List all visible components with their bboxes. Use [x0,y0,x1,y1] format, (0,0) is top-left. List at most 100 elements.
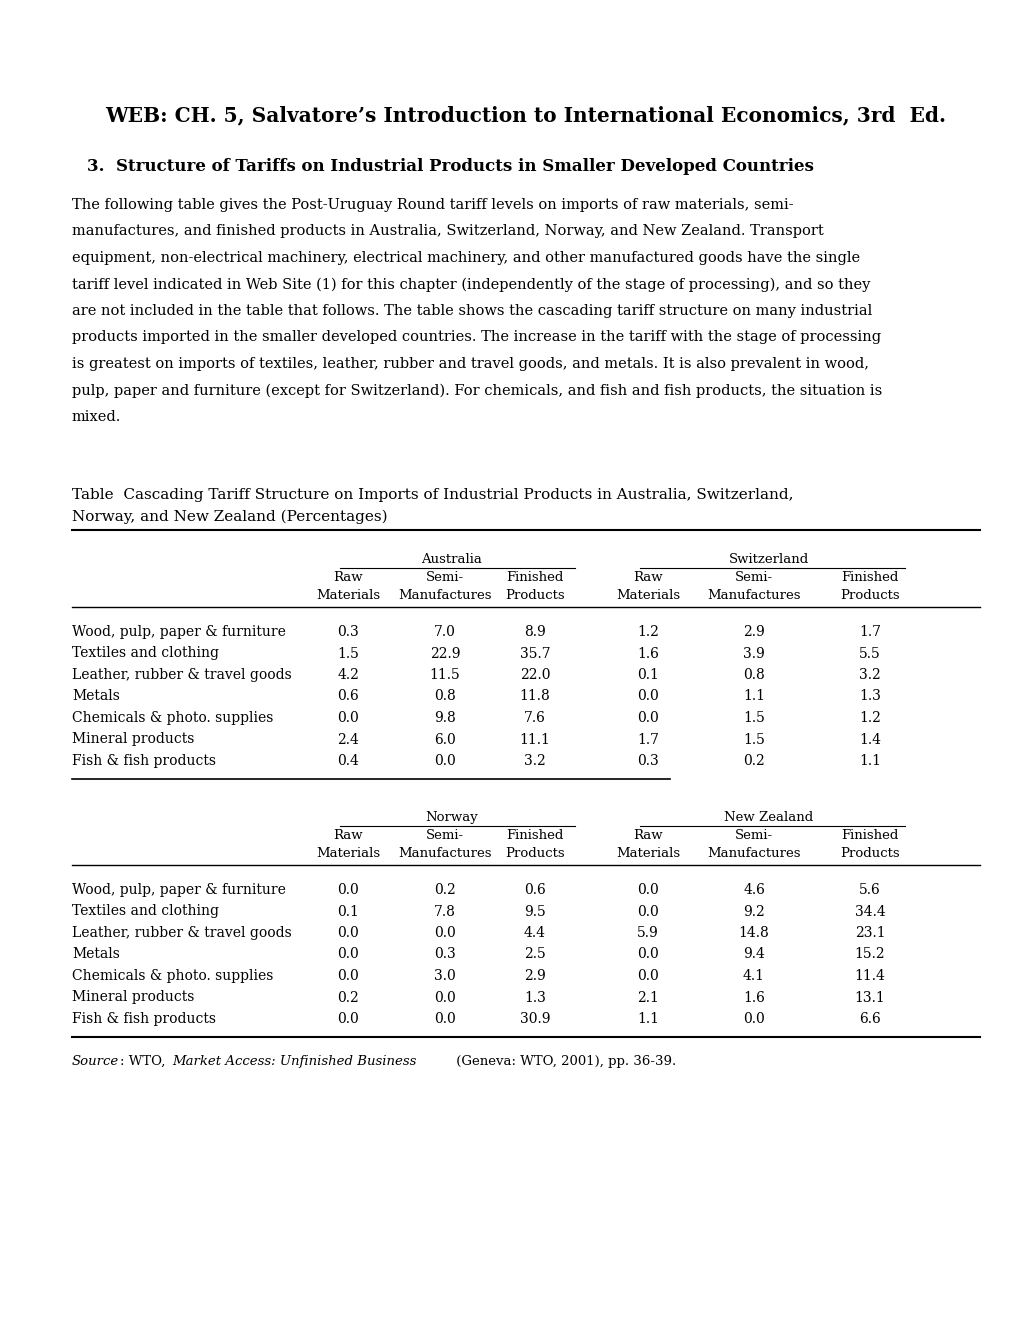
Text: 0.0: 0.0 [434,1012,455,1026]
Text: 0.0: 0.0 [637,883,658,898]
Text: Textiles and clothing: Textiles and clothing [72,904,219,919]
Text: Semi-: Semi- [426,829,464,842]
Text: 0.0: 0.0 [337,711,359,725]
Text: Materials: Materials [615,589,680,602]
Text: Market Access: Unfinished Business: Market Access: Unfinished Business [172,1055,416,1068]
Text: 0.0: 0.0 [637,689,658,704]
Text: 0.0: 0.0 [743,1012,764,1026]
Text: Manufactures: Manufactures [397,589,491,602]
Text: 4.4: 4.4 [524,927,545,940]
Text: Materials: Materials [615,847,680,861]
Text: 35.7: 35.7 [519,647,550,660]
Text: Manufactures: Manufactures [706,589,800,602]
Text: Products: Products [504,847,565,861]
Text: 0.0: 0.0 [337,927,359,940]
Text: 0.0: 0.0 [637,904,658,919]
Text: 0.6: 0.6 [337,689,359,704]
Text: 1.1: 1.1 [637,1012,658,1026]
Text: 1.3: 1.3 [524,990,545,1005]
Text: 11.4: 11.4 [854,969,884,983]
Text: 5.5: 5.5 [858,647,880,660]
Text: 2.1: 2.1 [637,990,658,1005]
Text: Norway, and New Zealand (Percentages): Norway, and New Zealand (Percentages) [72,510,387,524]
Text: Mineral products: Mineral products [72,733,195,747]
Text: Raw: Raw [333,572,363,583]
Text: Leather, rubber & travel goods: Leather, rubber & travel goods [72,668,291,682]
Text: Raw: Raw [633,829,662,842]
Text: 1.1: 1.1 [742,689,764,704]
Text: pulp, paper and furniture (except for Switzerland). For chemicals, and fish and : pulp, paper and furniture (except for Sw… [72,384,881,397]
Text: Manufactures: Manufactures [706,847,800,861]
Text: 0.0: 0.0 [434,927,455,940]
Text: manufactures, and finished products in Australia, Switzerland, Norway, and New Z: manufactures, and finished products in A… [72,224,823,239]
Text: 0.1: 0.1 [637,668,658,682]
Text: 23.1: 23.1 [854,927,884,940]
Text: Products: Products [840,847,899,861]
Text: 0.2: 0.2 [743,754,764,768]
Text: Manufactures: Manufactures [397,847,491,861]
Text: Norway: Norway [425,810,478,824]
Text: Materials: Materials [316,589,380,602]
Text: is greatest on imports of textiles, leather, rubber and travel goods, and metals: is greatest on imports of textiles, leat… [72,356,868,371]
Text: Source: Source [72,1055,119,1068]
Text: 2.9: 2.9 [524,969,545,983]
Text: 1.3: 1.3 [858,689,880,704]
Text: 9.8: 9.8 [434,711,455,725]
Text: 1.6: 1.6 [637,647,658,660]
Text: are not included in the table that follows. The table shows the cascading tariff: are not included in the table that follo… [72,304,871,318]
Text: 3.9: 3.9 [743,647,764,660]
Text: Products: Products [504,589,565,602]
Text: mixed.: mixed. [72,411,121,424]
Text: Semi-: Semi- [735,572,772,583]
Text: 9.4: 9.4 [742,948,764,961]
Text: Wood, pulp, paper & furniture: Wood, pulp, paper & furniture [72,624,285,639]
Text: 1.4: 1.4 [858,733,880,747]
Text: 0.3: 0.3 [434,948,455,961]
Text: 1.7: 1.7 [637,733,658,747]
Text: Semi-: Semi- [735,829,772,842]
Text: : WTO,: : WTO, [120,1055,169,1068]
Text: 4.2: 4.2 [336,668,359,682]
Text: 0.4: 0.4 [336,754,359,768]
Text: Australia: Australia [421,553,481,566]
Text: 30.9: 30.9 [520,1012,549,1026]
Text: 14.8: 14.8 [738,927,768,940]
Text: 9.2: 9.2 [743,904,764,919]
Text: Leather, rubber & travel goods: Leather, rubber & travel goods [72,927,291,940]
Text: 1.5: 1.5 [742,711,764,725]
Text: 22.9: 22.9 [429,647,460,660]
Text: Switzerland: Switzerland [729,553,808,566]
Text: Finished: Finished [505,572,564,583]
Text: 22.0: 22.0 [520,668,549,682]
Text: 0.1: 0.1 [336,904,359,919]
Text: 1.2: 1.2 [637,624,658,639]
Text: (Geneva: WTO, 2001), pp. 36-39.: (Geneva: WTO, 2001), pp. 36-39. [451,1055,676,1068]
Text: Fish & fish products: Fish & fish products [72,754,216,768]
Text: 1.5: 1.5 [336,647,359,660]
Text: Raw: Raw [633,572,662,583]
Text: 3.2: 3.2 [858,668,880,682]
Text: 8.9: 8.9 [524,624,545,639]
Text: Chemicals & photo. supplies: Chemicals & photo. supplies [72,711,273,725]
Text: 3.0: 3.0 [434,969,455,983]
Text: 0.2: 0.2 [434,883,455,898]
Text: 0.0: 0.0 [337,948,359,961]
Text: 5.6: 5.6 [858,883,880,898]
Text: 0.0: 0.0 [337,1012,359,1026]
Text: 0.0: 0.0 [434,990,455,1005]
Text: Materials: Materials [316,847,380,861]
Text: 3.2: 3.2 [524,754,545,768]
Text: 7.0: 7.0 [434,624,455,639]
Text: 15.2: 15.2 [854,948,884,961]
Text: 1.1: 1.1 [858,754,880,768]
Text: 34.4: 34.4 [854,904,884,919]
Text: 1.2: 1.2 [858,711,880,725]
Text: Chemicals & photo. supplies: Chemicals & photo. supplies [72,969,273,983]
Text: Table  Cascading Tariff Structure on Imports of Industrial Products in Australia: Table Cascading Tariff Structure on Impo… [72,488,798,502]
Text: 2.4: 2.4 [336,733,359,747]
Text: Fish & fish products: Fish & fish products [72,1012,216,1026]
Text: 13.1: 13.1 [854,990,884,1005]
Text: Wood, pulp, paper & furniture: Wood, pulp, paper & furniture [72,883,285,898]
Text: 0.2: 0.2 [337,990,359,1005]
Text: 4.6: 4.6 [742,883,764,898]
